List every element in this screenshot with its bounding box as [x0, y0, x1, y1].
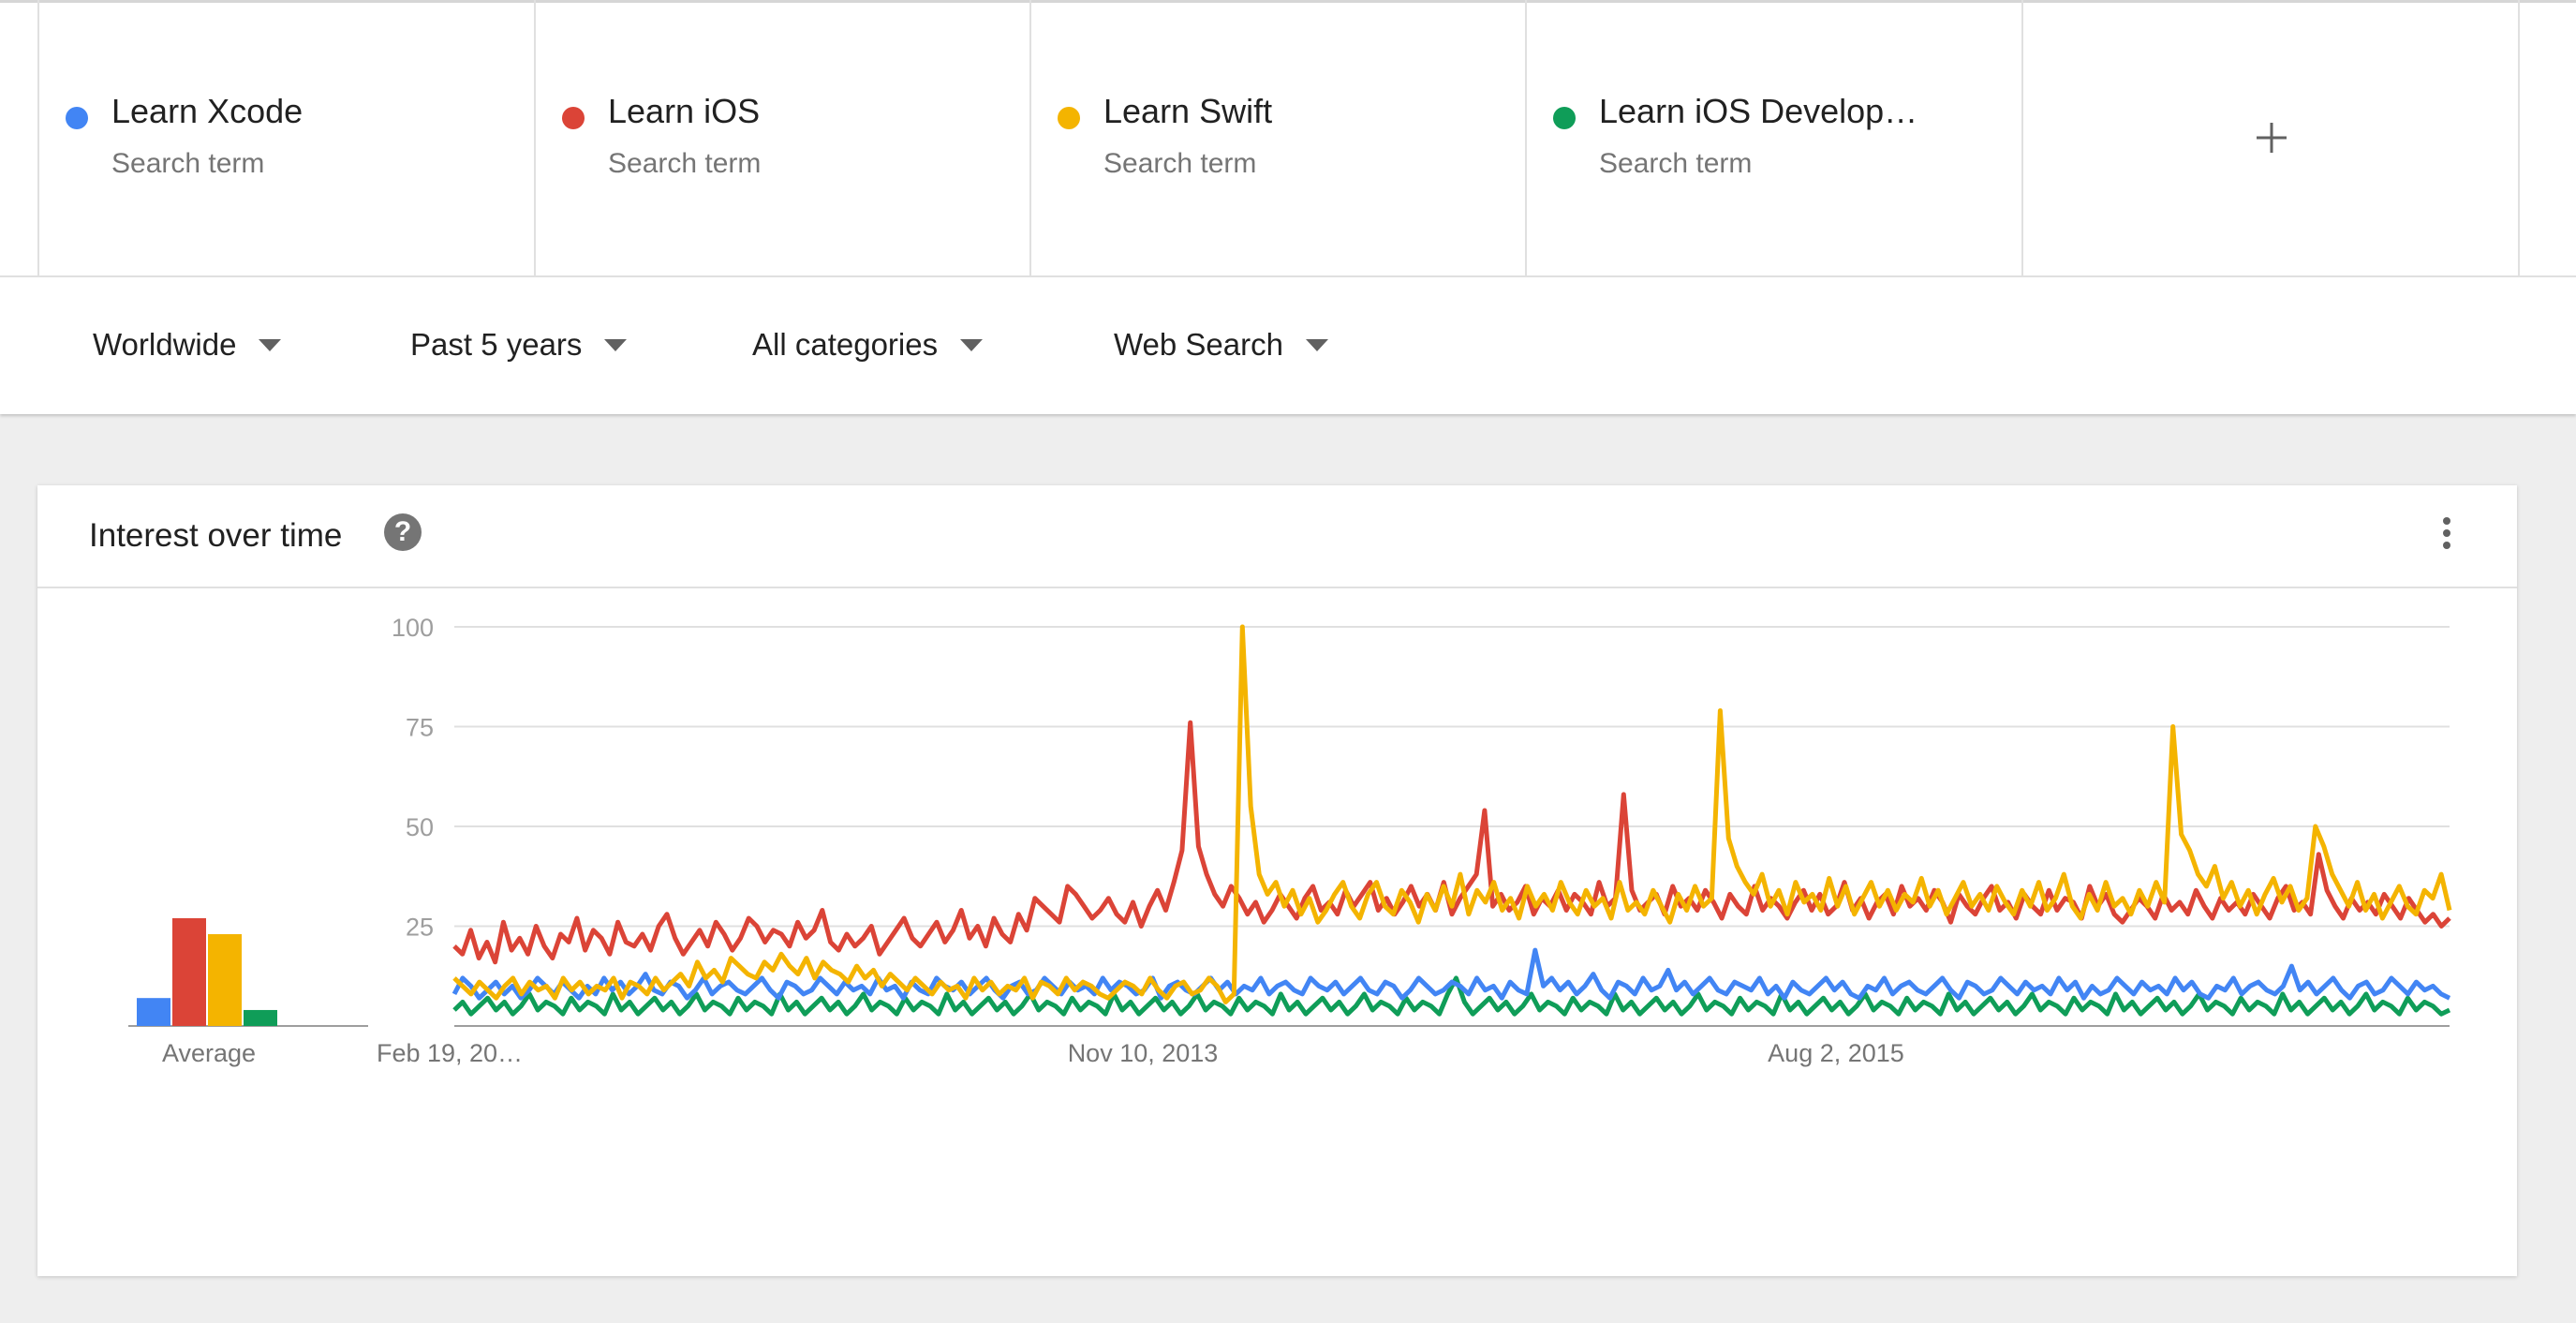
compare-terms-row: Learn Xcode Search term Learn iOS Search… [0, 0, 2576, 277]
term-card-1[interactable]: Learn Xcode Search term [37, 0, 534, 275]
series-line-4 [452, 975, 2451, 1017]
time-range-dropdown[interactable]: Past 5 years [410, 326, 628, 364]
series-line-1 [452, 947, 2451, 1001]
series-color-dot [562, 107, 585, 129]
top-divider [0, 0, 2576, 3]
help-icon[interactable]: ? [384, 513, 422, 551]
series-line-3 [452, 624, 2452, 1004]
dropdown-arrow-icon [604, 338, 628, 351]
term-type: Search term [111, 148, 265, 179]
average-label: Average [162, 1039, 256, 1067]
term-divider [2518, 0, 2520, 275]
term-name: Learn Swift [1103, 92, 1273, 130]
y-tick-label: 25 [406, 914, 434, 942]
series-color-dot [1553, 107, 1576, 129]
top-bar: Learn Xcode Search term Learn iOS Search… [0, 0, 2576, 414]
x-tick-label: Aug 2, 2015 [1768, 1039, 1904, 1067]
term-type: Search term [1103, 148, 1257, 179]
x-tick-label: Feb 19, 20… [377, 1039, 523, 1067]
category-dropdown[interactable]: All categories [752, 326, 984, 364]
category-label: All categories [752, 327, 939, 362]
term-name: Learn iOS Develop… [1599, 92, 1918, 130]
add-term-button[interactable] [2021, 0, 2518, 275]
card-header: Interest over time ? [37, 485, 2517, 588]
average-bar-1 [137, 998, 170, 1026]
average-bar-3 [208, 934, 242, 1026]
y-tick-label: 75 [406, 714, 434, 742]
dropdown-arrow-icon [1305, 338, 1328, 351]
time-range-label: Past 5 years [410, 327, 583, 362]
x-tick-label: Nov 10, 2013 [1068, 1039, 1219, 1067]
y-tick-label: 100 [392, 614, 434, 642]
series-color-dot [66, 107, 88, 129]
average-bar-2 [172, 917, 206, 1026]
term-card-4[interactable]: Learn iOS Develop… Search term [1525, 0, 2021, 275]
search-property-dropdown[interactable]: Web Search [1114, 326, 1328, 364]
interest-over-time-card: Interest over time ? 100 75 50 25 Feb 19, 20… [37, 485, 2517, 1276]
term-type: Search term [608, 148, 762, 179]
plus-icon [2023, 0, 2520, 275]
region-label: Worldwide [93, 327, 237, 362]
term-card-2[interactable]: Learn iOS Search term [534, 0, 1030, 275]
term-type: Search term [1599, 148, 1753, 179]
interest-chart: 100 75 50 25 Feb 19, 20… Nov 10, 2013 Aug 2, 2… [128, 614, 2452, 1067]
filter-bar: Worldwide Past 5 years All categories We… [0, 277, 2576, 414]
region-dropdown[interactable]: Worldwide [93, 326, 282, 364]
term-name: Learn iOS [608, 92, 761, 130]
series-color-dot [1058, 107, 1080, 129]
search-property-label: Web Search [1114, 327, 1283, 362]
series-line-2 [452, 720, 2451, 965]
average-bar-4 [244, 1009, 277, 1026]
dropdown-arrow-icon [259, 338, 282, 351]
dropdown-arrow-icon [960, 338, 984, 351]
more-vert-icon[interactable] [2435, 517, 2458, 555]
term-card-3[interactable]: Learn Swift Search term [1029, 0, 1526, 275]
card-title: Interest over time [89, 517, 343, 554]
y-tick-label: 50 [406, 813, 434, 841]
term-name: Learn Xcode [111, 92, 303, 130]
